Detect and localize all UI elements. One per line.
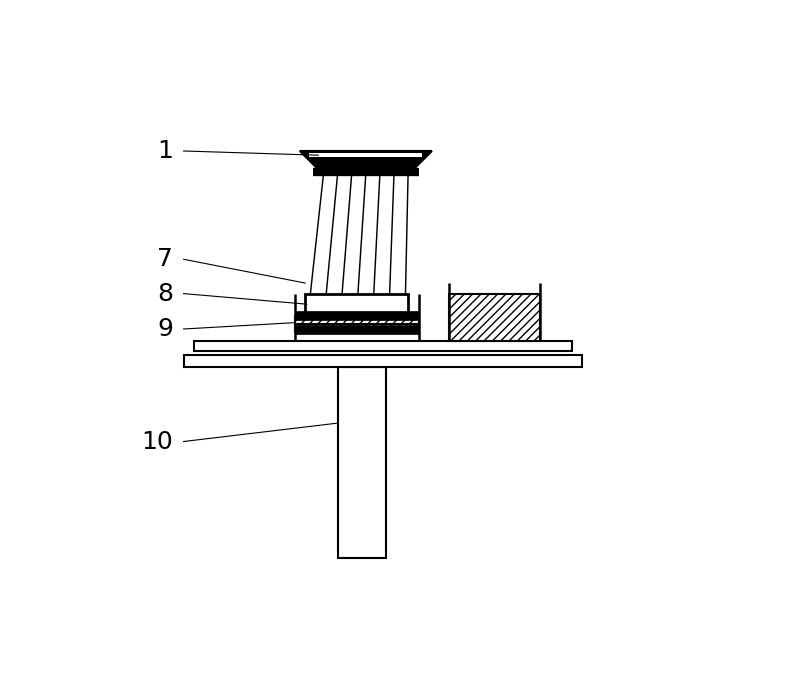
Bar	[184, 355, 582, 366]
Bar	[305, 294, 408, 316]
Bar	[295, 316, 419, 331]
Bar	[450, 294, 540, 341]
Bar	[339, 366, 386, 558]
Text: 9: 9	[157, 317, 173, 341]
Polygon shape	[299, 151, 432, 172]
Bar	[310, 153, 422, 157]
Text: 10: 10	[141, 429, 173, 453]
Text: 1: 1	[157, 139, 173, 163]
Text: 8: 8	[157, 282, 173, 305]
Bar	[194, 341, 572, 351]
Text: 7: 7	[157, 247, 173, 271]
